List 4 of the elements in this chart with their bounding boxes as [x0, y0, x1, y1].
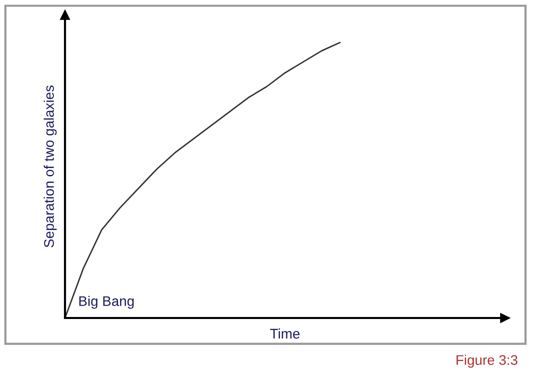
caption: Figure 3:3: [456, 354, 518, 368]
y-axis-title: Separation of two galaxies: [44, 86, 57, 248]
annotation: Big Bang: [79, 296, 134, 309]
x-axis-title: Time: [270, 328, 300, 339]
